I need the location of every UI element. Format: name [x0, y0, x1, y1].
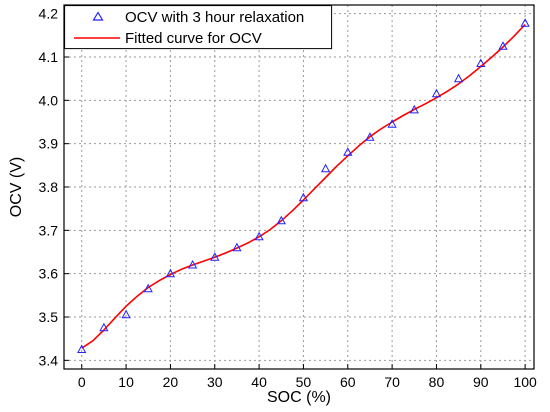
x-tick-label: 90: [473, 374, 489, 390]
ocv-data-point: [121, 309, 131, 319]
ocv-data-point: [431, 88, 442, 98]
ocv-data-point: [77, 344, 87, 353]
y-tick-label: 3.8: [39, 179, 59, 195]
legend-box: [64, 5, 333, 50]
ocv-data-point: [276, 215, 286, 225]
y-tick-label: 3.4: [39, 352, 59, 368]
ocv-data-point: [187, 259, 198, 269]
y-axis-ticks: 3.4 3.5 3.6 3.7 3.8 3.9 4.0 4.1 4.2: [39, 6, 69, 368]
fitted-curve-line: [81, 23, 526, 349]
ocv-data-point: [387, 119, 397, 128]
ocv-data-point: [143, 283, 153, 293]
x-axis-ticks: 0 10 20 30 40 50 60 70 80 90 100: [78, 364, 537, 390]
y-tick-label: 3.6: [39, 266, 59, 282]
y-tick-label: 4.2: [39, 6, 59, 22]
ocv-data-point: [409, 104, 419, 114]
y-tick-label: 3.9: [39, 136, 59, 152]
x-tick-label: 60: [340, 374, 356, 390]
x-tick-label: 30: [207, 374, 223, 390]
y-tick-label: 4.0: [39, 92, 59, 108]
fitted-curve-layer: [81, 23, 526, 349]
ocv-data-point: [99, 322, 109, 332]
ocv-data-point: [232, 242, 242, 252]
ocv-data-point: [365, 132, 375, 141]
grid: [64, 5, 534, 369]
ocv-data-point: [298, 192, 309, 202]
ocv-data-point: [210, 252, 220, 261]
ocv-data-point: [476, 58, 486, 67]
ocv-data-point: [343, 147, 353, 156]
x-axis-label: SOC (%): [267, 389, 331, 406]
y-axis-label: OCV (V): [8, 157, 25, 217]
y-tick-label: 4.1: [39, 49, 59, 65]
x-tick-label: 80: [429, 374, 445, 390]
ocv-data-point: [165, 268, 176, 278]
ocv-data-point: [320, 163, 331, 173]
x-tick-label: 40: [251, 374, 267, 390]
x-tick-label: 100: [513, 374, 537, 390]
legend: OCV with 3 hour relaxation Fitted curve …: [64, 5, 333, 50]
ocv-data-point: [254, 231, 264, 241]
legend-label-fit: Fitted curve for OCV: [125, 30, 262, 47]
ocv-data-point: [453, 73, 464, 83]
x-tick-label: 70: [384, 374, 400, 390]
y-tick-label: 3.7: [39, 222, 59, 238]
y-tick-label: 3.5: [39, 309, 59, 325]
ocv-markers-layer: [77, 18, 530, 353]
x-tick-label: 20: [163, 374, 179, 390]
ocv-data-point: [520, 18, 530, 27]
ocv-data-point: [498, 41, 508, 50]
x-tick-label: 10: [118, 374, 134, 390]
x-tick-label: 0: [78, 374, 86, 390]
legend-triangle-marker-icon: [92, 11, 104, 21]
x-tick-label: 50: [296, 374, 312, 390]
legend-label-ocv: OCV with 3 hour relaxation: [125, 9, 304, 26]
